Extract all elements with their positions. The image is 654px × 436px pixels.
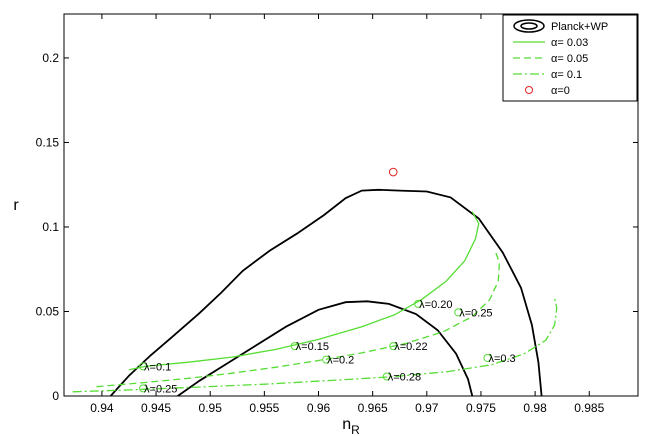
lambda-label: λ=0.3	[488, 353, 515, 365]
x-tick-label: 0.98	[523, 401, 547, 415]
lambda-label: λ=0.25	[144, 383, 177, 395]
lambda-marker	[290, 342, 299, 351]
lambda-marker	[382, 372, 391, 381]
contour-inner	[177, 300, 474, 397]
y-tick-label: 0	[52, 389, 59, 403]
x-tick-label: 0.96	[307, 401, 331, 415]
lambda-label: λ=0.15	[296, 341, 329, 353]
x-tick-label: 0.975	[466, 401, 496, 415]
lambda-label: λ=0.25	[459, 307, 492, 319]
lambda-marker	[139, 384, 148, 393]
y-tick-label: 0.2	[42, 51, 59, 65]
x-tick-label: 0.985	[574, 401, 604, 415]
x-tick-label: 0.97	[415, 401, 439, 415]
lambda-marker	[389, 342, 398, 351]
lambda-label: λ=0.28	[388, 372, 421, 384]
legend-swatch-contour-inner	[520, 22, 538, 30]
x-tick-label: 0.945	[141, 401, 171, 415]
y-tick-label: 0.05	[36, 304, 60, 318]
legend-label: α= 0.05	[551, 53, 588, 65]
lambda-marker	[322, 355, 331, 364]
lambda-label: λ=0.2	[327, 355, 354, 367]
alpha0-point	[388, 167, 398, 177]
lambda-label: λ=0.20	[419, 299, 452, 311]
series-line-dashed	[96, 250, 501, 388]
legend-label: α= 0.1	[551, 69, 582, 81]
y-axis-label: r	[13, 197, 19, 214]
legend-swatch-marker	[525, 86, 533, 94]
lambda-label: λ=0.1	[144, 361, 171, 373]
legend-label: Planck+WP	[551, 21, 608, 33]
legend-swatch-contour-outer	[513, 19, 545, 33]
y-tick-label: 0.1	[42, 220, 59, 234]
series-line-solid	[128, 211, 480, 371]
series-line-dashdot	[72, 297, 558, 393]
x-axis-label-subscript: R	[351, 423, 360, 436]
lambda-marker	[414, 299, 423, 308]
lambda-marker	[139, 362, 148, 371]
y-tick-label: 0.15	[36, 135, 60, 149]
legend-label: α= 0.03	[551, 37, 588, 49]
x-axis-label: nR	[342, 416, 360, 436]
x-tick-label: 0.95	[199, 401, 223, 415]
x-tick-label: 0.965	[358, 401, 388, 415]
lambda-marker	[454, 308, 463, 317]
contour-outer	[109, 188, 543, 397]
lambda-label: λ=0.22	[394, 341, 427, 353]
x-tick-label: 0.955	[249, 401, 279, 415]
x-tick-label: 0.94	[90, 401, 114, 415]
legend-label: α=0	[551, 85, 570, 97]
lambda-marker	[483, 353, 492, 362]
